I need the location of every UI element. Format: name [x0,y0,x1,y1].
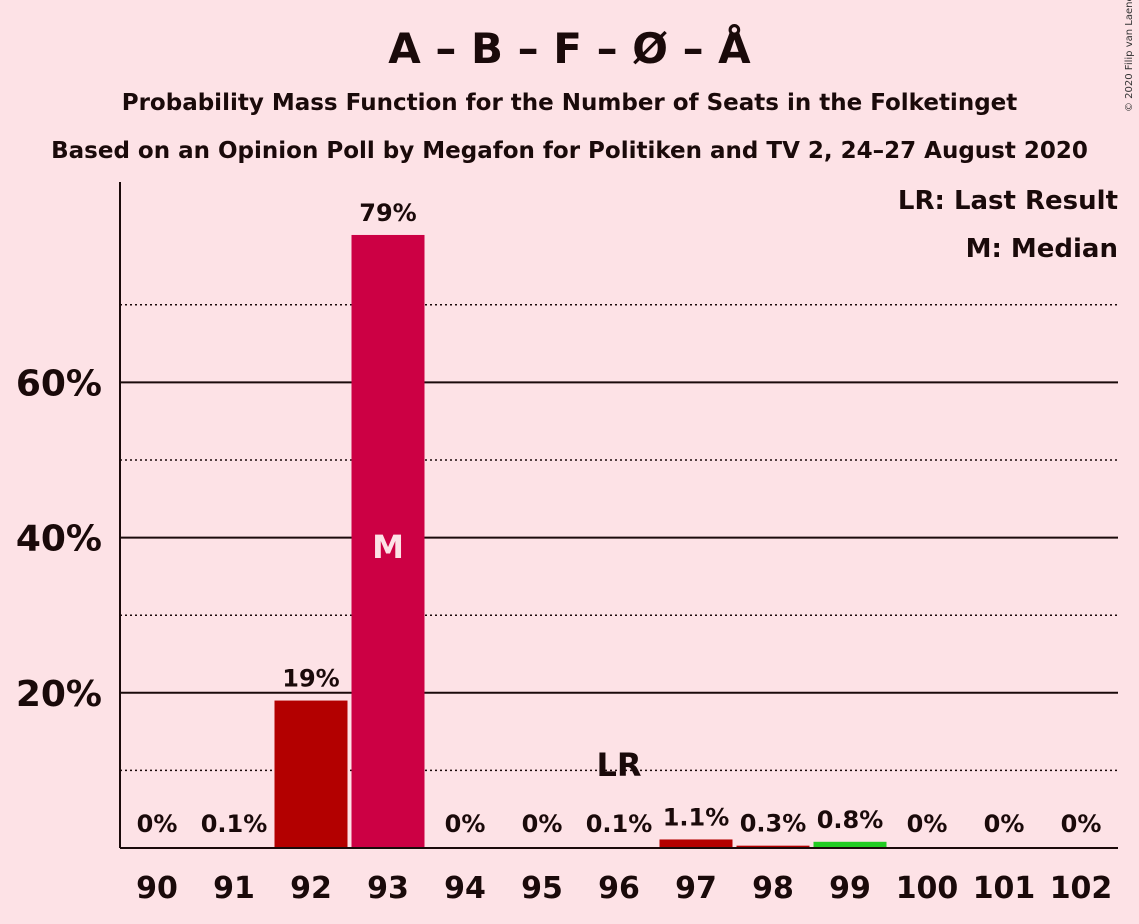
value-label-98: 0.3% [740,810,807,838]
x-tick-label-90: 90 [136,871,178,906]
value-label-100: 0% [907,810,948,838]
value-label-101: 0% [984,810,1025,838]
chart-subtitle: Probability Mass Function for the Number… [121,90,1018,116]
x-tick-label-99: 99 [829,871,871,906]
x-tick-label-91: 91 [213,871,255,906]
axes [119,182,1118,849]
chart-subtitle-source: Based on an Opinion Poll by Megafon for … [51,138,1088,164]
x-tick-label-100: 100 [896,871,959,906]
x-tick-label-97: 97 [675,871,717,906]
x-tick-label-101: 101 [973,871,1036,906]
x-tick-label-95: 95 [521,871,563,906]
legend-median: M: Median [966,234,1118,264]
bar-99 [813,841,887,848]
legend-last-result: LR: Last Result [898,186,1118,216]
bar-97 [659,839,733,848]
bar-93 [351,234,425,848]
labels: 90 0% 91 0.1% 92 19% 93 79% M 94 0% 95 0% 96 0.1% LR 97 1… [16,199,1112,906]
value-label-99: 0.8% [817,806,884,834]
value-label-97: 1.1% [663,803,730,831]
x-tick-label-93: 93 [367,871,409,906]
grid-lines [120,304,1118,772]
x-tick-label-102: 102 [1050,871,1113,906]
value-label-96: 0.1% [586,810,653,838]
value-label-94: 0% [445,810,486,838]
value-label-93: 79% [359,199,416,227]
x-tick-label-94: 94 [444,871,486,906]
bar-98 [736,845,810,848]
chart-title: A – B – F – Ø – Å [388,24,751,73]
last-result-marker: LR [596,746,641,784]
y-tick-label-60%: 60% [16,363,102,404]
bar-92 [274,700,348,848]
value-label-92: 19% [282,665,339,693]
value-label-102: 0% [1061,810,1102,838]
bars [197,234,887,848]
value-label-90: 0% [137,810,178,838]
x-tick-label-92: 92 [290,871,332,906]
y-tick-label-40%: 40% [16,519,102,560]
x-tick-label-98: 98 [752,871,794,906]
x-tick-label-96: 96 [598,871,640,906]
value-label-91: 0.1% [201,810,268,838]
y-tick-label-20%: 20% [16,674,102,715]
median-marker: M [372,528,404,566]
value-label-95: 0% [522,810,563,838]
